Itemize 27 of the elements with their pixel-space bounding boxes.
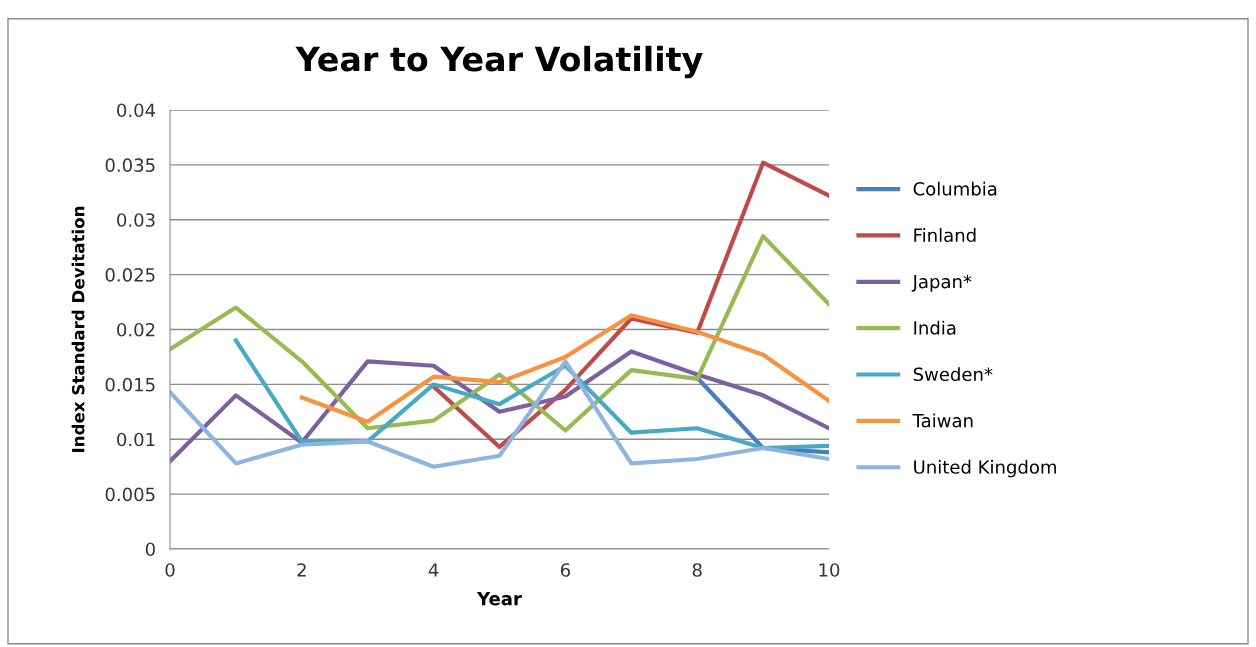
y-axis-title: Index Standard Devitation [71,206,85,452]
y-tick-label: 0 [145,542,155,557]
y-tick-label: 0.005 [105,487,155,502]
x-tick-label: 8 [692,563,702,577]
line-series [299,313,829,424]
legend-label: India [914,320,956,335]
line-series [170,234,829,433]
y-tick-label: 0.04 [117,103,156,118]
chart-title: Year to Year Volatility [295,45,703,79]
y-tick-label: 0.035 [105,158,155,172]
y-tick-label: 0.01 [117,432,155,447]
x-tick-label: 2 [297,563,306,577]
x-axis-title: Year [476,592,522,606]
legend-label: United Kingdom [914,459,1056,478]
x-tick-label: 4 [428,563,439,577]
y-tick-label: 0.015 [105,377,155,392]
y-tick-label: 0.03 [117,213,155,227]
legend-label: Sweden* [913,367,993,382]
legend-label: Finland [914,228,976,243]
legend-label: Japan* [911,274,972,292]
y-tick-label: 0.02 [117,322,155,337]
legend-label: Columbia [913,181,997,196]
legend-label: Taiwan [912,413,973,428]
x-tick-label: 10 [819,563,840,577]
x-tick-label: 0 [165,563,175,577]
x-tick-label: 6 [560,563,571,577]
y-tick-label: 0.025 [105,268,155,282]
